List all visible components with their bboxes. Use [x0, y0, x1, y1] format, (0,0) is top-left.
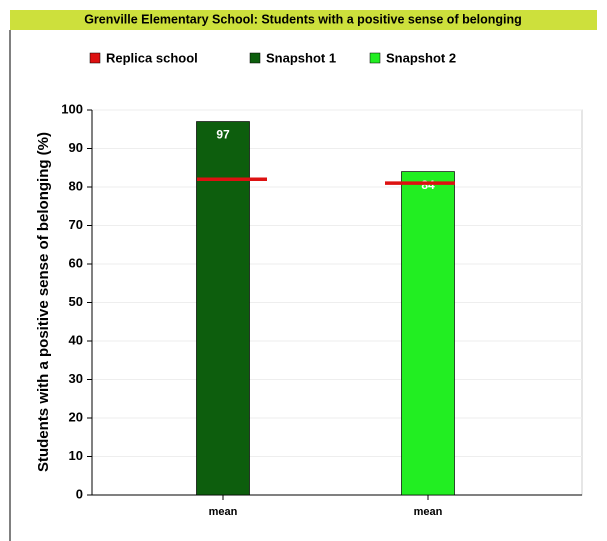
y-axis-label: Students with a positive sense of belong… [35, 132, 52, 472]
legend-label: Snapshot 2 [386, 50, 456, 65]
title-bar [10, 10, 597, 30]
y-tick-label: 90 [69, 140, 83, 155]
y-tick-label: 10 [69, 448, 83, 463]
y-tick-label: 50 [69, 294, 83, 309]
legend-label: Replica school [106, 50, 198, 65]
legend-swatch [369, 52, 381, 64]
y-tick-label: 20 [69, 409, 83, 424]
x-tick-label: mean [414, 506, 443, 518]
x-tick-label: mean [209, 506, 238, 518]
y-tick-label: 0 [76, 486, 83, 501]
y-tick-label: 100 [61, 101, 83, 116]
y-tick-label: 60 [69, 255, 83, 270]
legend-swatch [249, 52, 261, 64]
legend-swatch [89, 52, 101, 64]
legend-label: Snapshot 1 [266, 50, 336, 65]
data-label: 97 [216, 128, 230, 142]
bar [401, 171, 455, 496]
bar [196, 121, 250, 496]
y-tick-label: 30 [69, 371, 83, 386]
y-tick-label: 40 [69, 332, 83, 347]
chart-title: Grenville Elementary School: Students wi… [84, 12, 522, 26]
y-tick-label: 70 [69, 217, 83, 232]
y-tick-label: 80 [69, 178, 83, 193]
